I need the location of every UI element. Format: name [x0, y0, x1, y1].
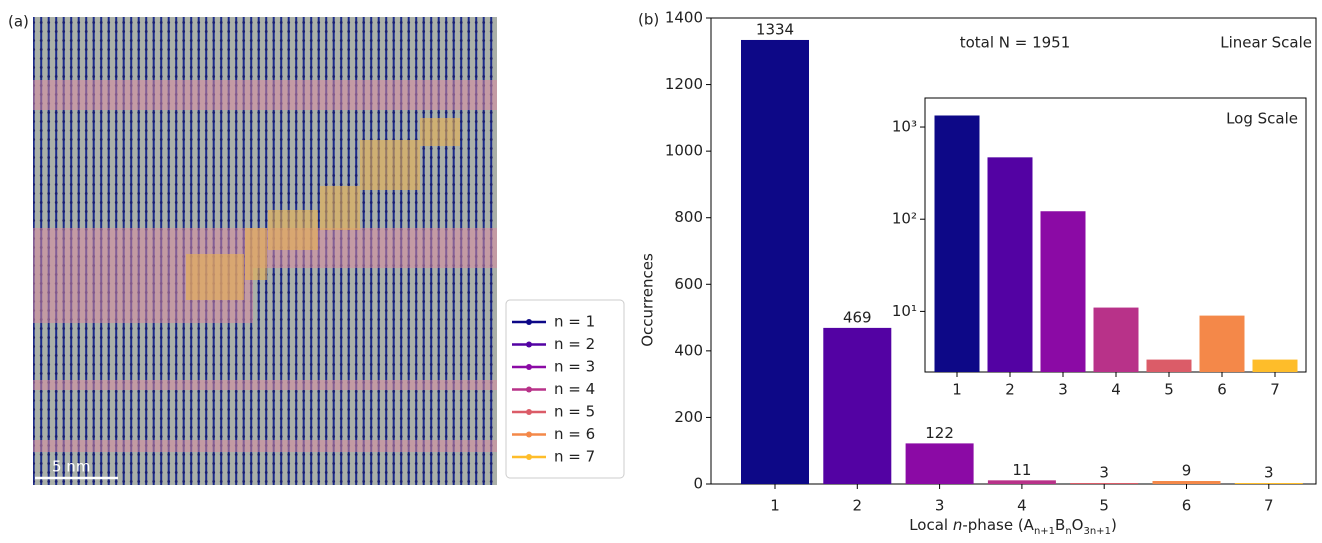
bar	[1152, 481, 1221, 484]
legend-marker	[526, 319, 532, 325]
x-axis-label-part: n+1	[1034, 526, 1055, 537]
x-axis-label-part: -phase (A	[962, 516, 1034, 534]
scale-bar-label: 5 nm	[52, 458, 90, 476]
bar-value-label: 3	[1099, 464, 1109, 482]
inset-bar	[987, 157, 1033, 372]
bar	[987, 480, 1056, 484]
legend-marker	[526, 454, 532, 460]
x-axis-label-part: n	[953, 516, 963, 534]
x-tick-label: 4	[1017, 497, 1027, 515]
inset-y-tick-label: 10³	[892, 118, 917, 136]
legend-marker	[526, 364, 532, 370]
x-tick-label: 2	[853, 497, 863, 515]
legend-label: n = 4	[554, 380, 595, 398]
inset-y-tick-label: 10²	[892, 210, 917, 228]
y-tick-label: 1400	[665, 9, 703, 27]
y-tick-label: 200	[674, 408, 703, 426]
x-tick-label: 5	[1099, 497, 1109, 515]
annotation: Linear Scale	[1220, 34, 1312, 52]
annotation: total N = 1951	[960, 34, 1071, 52]
x-axis-label-part: )	[1111, 516, 1117, 534]
x-axis-label: Local n-phase (An+1BnO3n+1)	[909, 516, 1117, 537]
legend-label: n = 1	[554, 313, 595, 331]
inset-bar	[1252, 359, 1298, 372]
bar-value-label: 1334	[756, 20, 794, 38]
bar	[823, 327, 892, 484]
bar	[1070, 483, 1139, 484]
bar-value-label: 3	[1264, 464, 1274, 482]
x-axis-label-part: n	[1065, 526, 1071, 537]
legend-label: n = 6	[554, 425, 595, 443]
y-tick-label: 400	[674, 341, 703, 359]
inset-x-tick-label: 6	[1217, 381, 1227, 399]
x-axis-label-part: B	[1055, 516, 1065, 534]
bar	[1234, 483, 1303, 484]
panel-label: (b)	[638, 11, 659, 29]
bar-value-label: 122	[925, 424, 954, 442]
y-tick-label: 600	[674, 275, 703, 293]
y-tick-label: 1000	[665, 142, 703, 160]
y-tick-label: 800	[674, 208, 703, 226]
legend-marker	[526, 386, 532, 393]
bar	[905, 443, 974, 484]
inset-title: Log Scale	[1226, 110, 1298, 128]
legend-label: n = 7	[554, 448, 595, 466]
legend-marker	[526, 409, 532, 415]
x-axis-label-part: 3n+1	[1083, 526, 1110, 537]
inset-x-tick-label: 4	[1111, 381, 1121, 399]
inset-x-tick-label: 1	[952, 381, 962, 399]
x-axis-label-part: O	[1072, 516, 1084, 534]
legend-marker	[526, 341, 532, 348]
inset-x-tick-label: 2	[1005, 381, 1015, 399]
legend-label: n = 5	[554, 403, 595, 421]
inset-bar	[1199, 315, 1245, 372]
bar-value-label: 469	[843, 308, 872, 326]
x-tick-label: 1	[770, 497, 780, 515]
bar	[741, 39, 809, 485]
inset-bar	[934, 115, 980, 372]
bar-value-label: 9	[1182, 462, 1192, 480]
panel-label: (a)	[8, 13, 29, 31]
legend-label: n = 3	[554, 358, 595, 376]
inset-x-tick-label: 3	[1058, 381, 1068, 399]
x-tick-label: 7	[1264, 497, 1274, 515]
inset-bar	[1093, 307, 1139, 372]
bar-value-label: 11	[1012, 461, 1031, 479]
inset-x-tick-label: 5	[1164, 381, 1174, 399]
y-tick-label: 0	[693, 475, 703, 493]
x-axis-label-part: Local	[909, 516, 953, 534]
y-axis-label: Occurrences	[639, 253, 657, 347]
legend-label: n = 2	[554, 335, 595, 353]
micrograph	[33, 17, 497, 485]
y-tick-label: 1200	[665, 75, 703, 93]
inset-x-tick-label: 7	[1270, 381, 1280, 399]
x-tick-label: 3	[935, 497, 945, 515]
inset-bar	[1146, 359, 1192, 372]
inset-y-tick-label: 10¹	[892, 302, 917, 320]
x-tick-label: 6	[1182, 497, 1192, 515]
legend-marker	[526, 431, 532, 438]
inset-bar	[1040, 211, 1086, 372]
